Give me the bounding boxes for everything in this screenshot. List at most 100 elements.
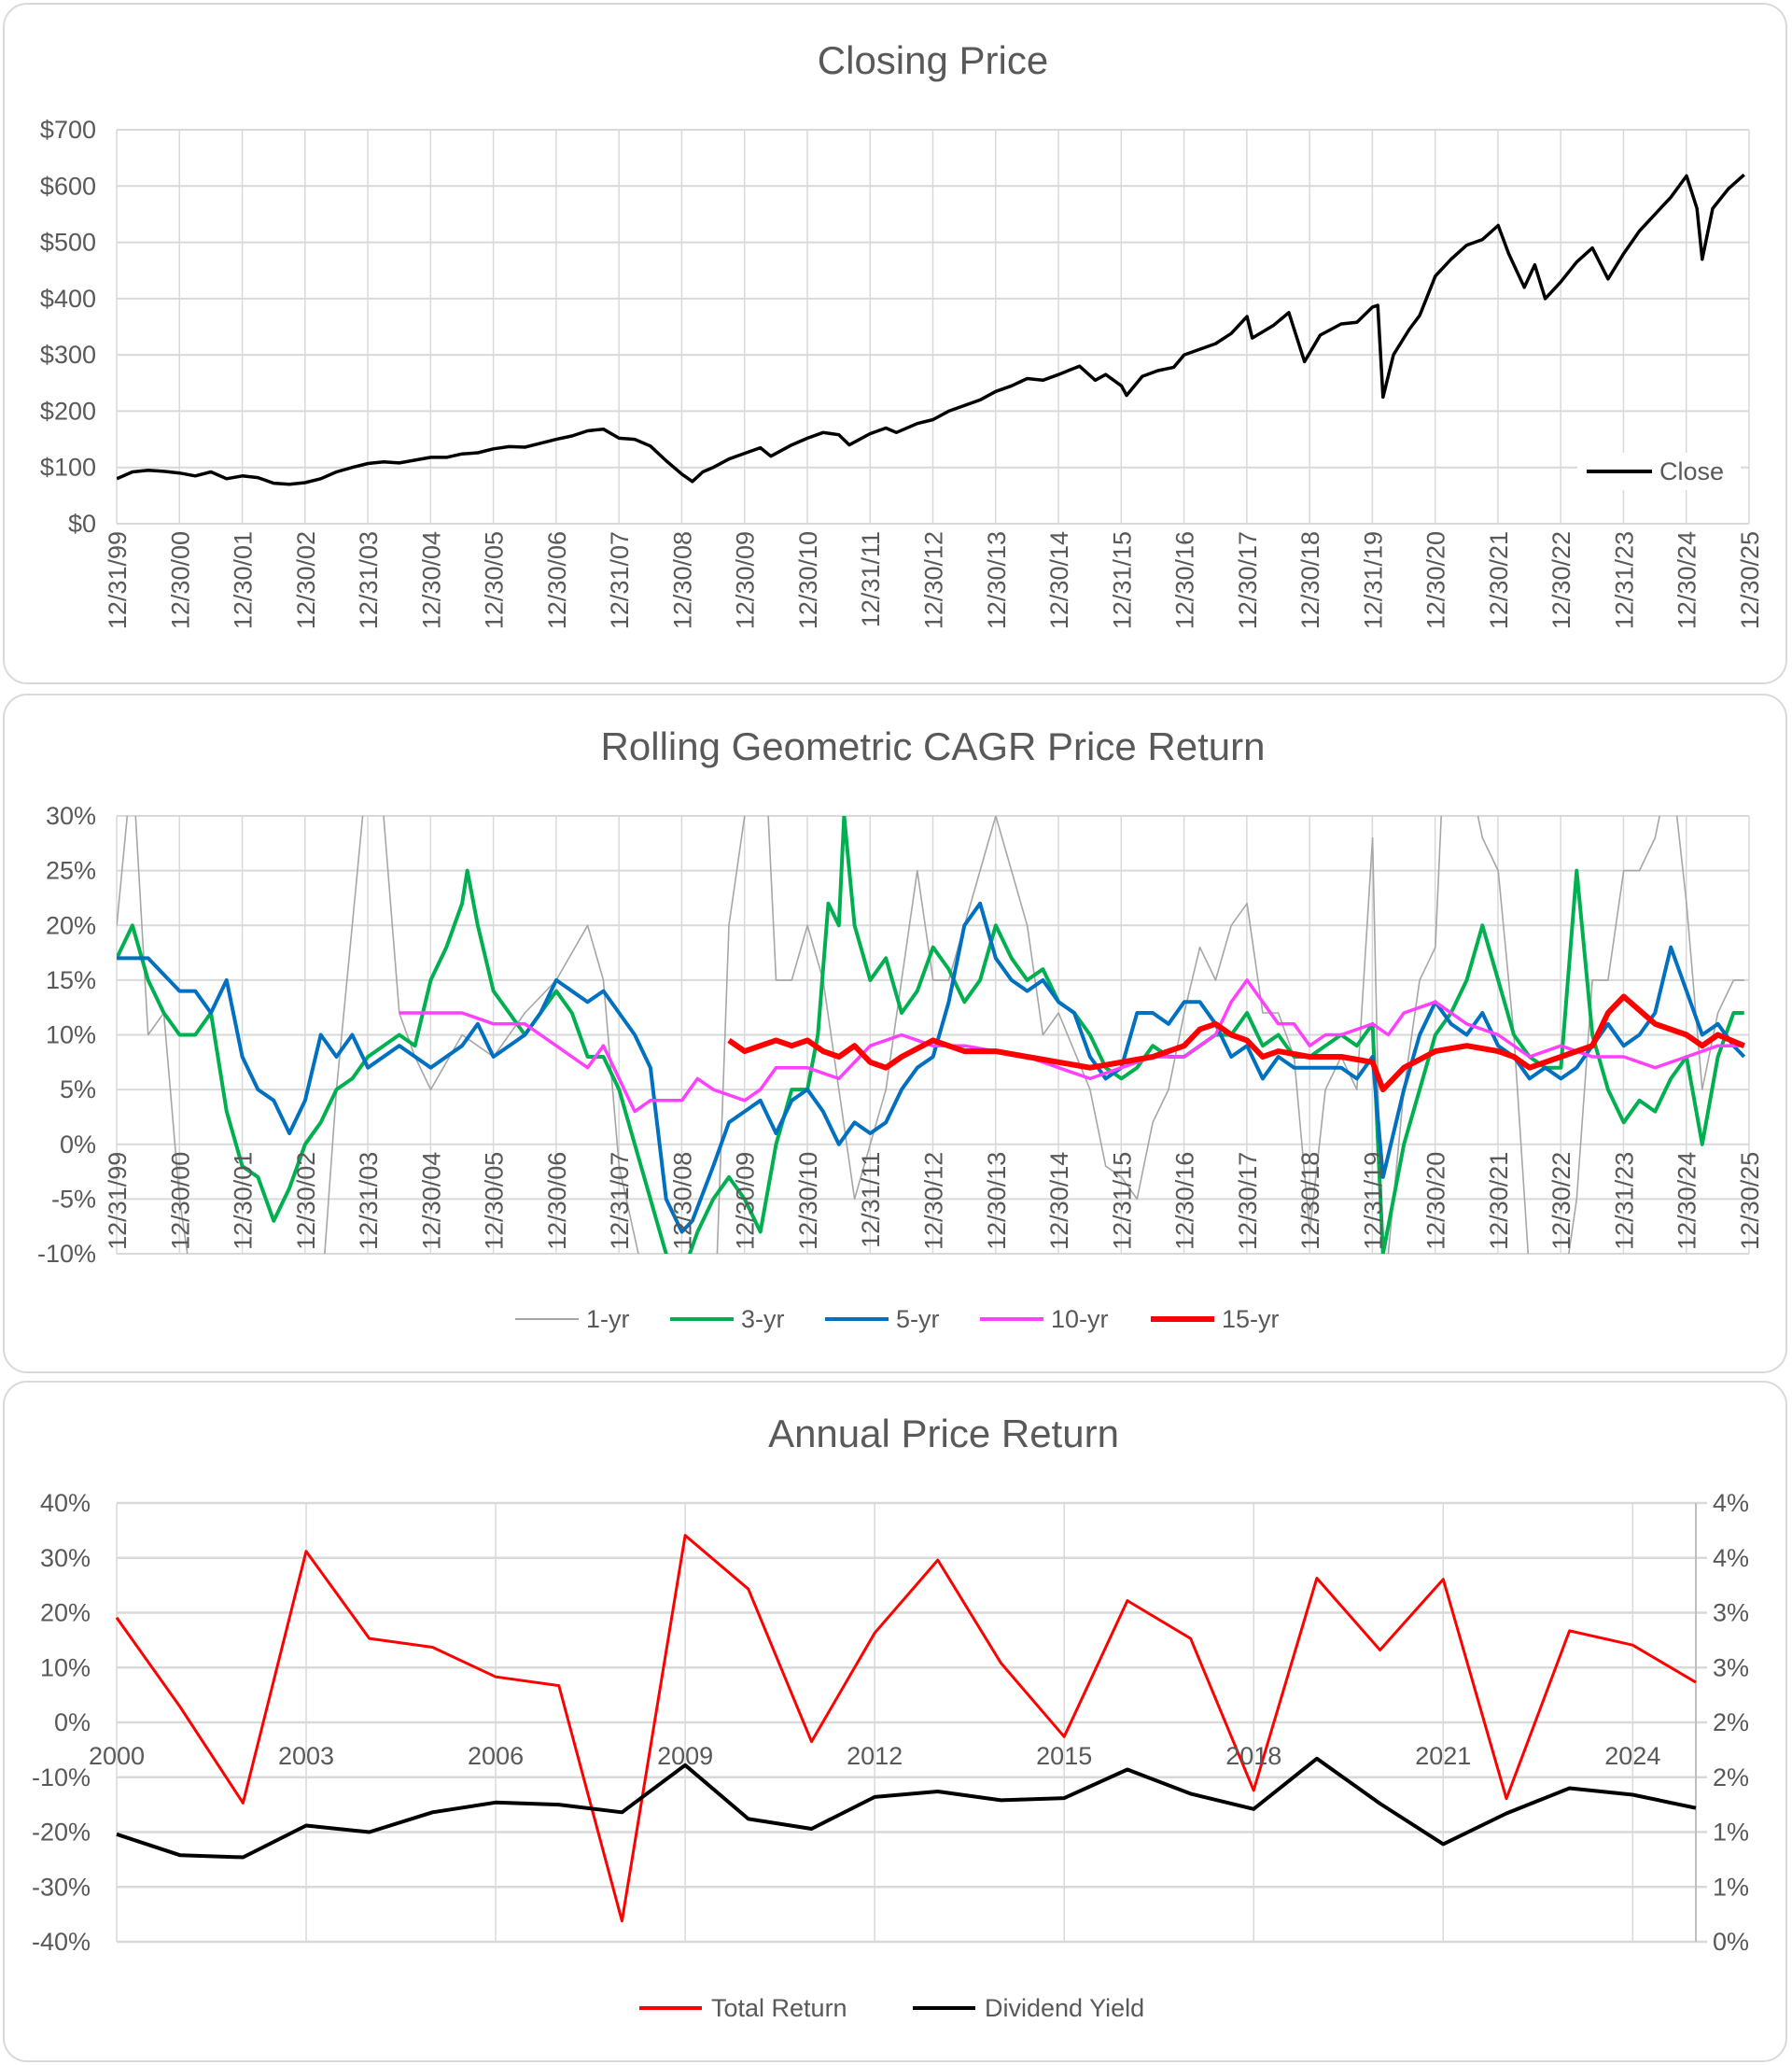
x-tick-label: 12/31/99: [104, 531, 132, 629]
x-tick-label: 2015: [1036, 1742, 1092, 1770]
y2-tick-label: 4%: [1713, 1489, 1749, 1517]
y-tick-label: -40%: [32, 1928, 91, 1956]
y-tick-label: 30%: [46, 802, 96, 830]
x-tick-label: 12/31/15: [1108, 1152, 1136, 1250]
x-tick-label: 12/30/06: [543, 531, 571, 629]
y2-tick-label: 2%: [1713, 1708, 1749, 1736]
x-tick-label: 12/30/09: [732, 1152, 760, 1250]
x-tick-label: 12/31/03: [355, 1152, 383, 1250]
x-tick-label: 12/30/17: [1234, 531, 1262, 629]
x-tick-label: 12/30/02: [292, 531, 320, 629]
y-tick-label: 10%: [46, 1021, 96, 1049]
legend-label-3-yr: 3-yr: [741, 1305, 785, 1333]
y-tick-label: 30%: [40, 1544, 91, 1572]
y2-tick-label: 1%: [1713, 1819, 1749, 1847]
x-tick-label: 12/30/14: [1045, 1152, 1073, 1250]
x-tick-label: 12/30/18: [1296, 1152, 1324, 1250]
x-tick-label: 12/31/99: [104, 1152, 132, 1250]
x-tick-label: 12/30/21: [1485, 531, 1513, 629]
y2-tick-label: 2%: [1713, 1763, 1749, 1791]
x-tick-label: 12/31/11: [857, 1152, 885, 1248]
y-tick-label: 5%: [60, 1075, 96, 1103]
x-tick-label: 12/30/00: [166, 1152, 194, 1250]
chart-title: Rolling Geometric CAGR Price Return: [601, 724, 1266, 768]
legend-label-10-yr: 10-yr: [1051, 1305, 1109, 1333]
x-tick-label: 12/30/25: [1736, 1152, 1764, 1250]
x-tick-label: 12/30/04: [417, 531, 445, 629]
y-tick-label: -5%: [51, 1185, 96, 1213]
x-tick-label: 12/30/13: [983, 1152, 1011, 1250]
y-tick-label: $600: [40, 172, 96, 200]
x-tick-label: 12/30/06: [543, 1152, 571, 1250]
y-tick-label: 15%: [46, 966, 96, 994]
x-tick-label: 12/30/22: [1547, 531, 1575, 629]
y-tick-label: 10%: [40, 1653, 91, 1681]
x-tick-label: 12/30/20: [1422, 1152, 1450, 1250]
x-tick-label: 2021: [1415, 1742, 1471, 1770]
x-tick-label: 2018: [1225, 1742, 1281, 1770]
legend-label-1-yr: 1-yr: [586, 1305, 630, 1333]
x-tick-label: 12/30/10: [794, 1152, 822, 1250]
y-tick-label: $300: [40, 341, 96, 369]
series-line-1-yr: [117, 816, 1744, 1254]
x-tick-label: 2012: [847, 1742, 903, 1770]
y-tick-label: $100: [40, 454, 96, 482]
x-tick-label: 12/31/11: [857, 531, 885, 627]
y-tick-label: -10%: [37, 1240, 96, 1268]
x-tick-label: 2006: [468, 1742, 524, 1770]
series-line-10-yr: [399, 978, 1744, 1114]
y-tick-label: 0%: [60, 1131, 96, 1159]
x-tick-label: 12/30/16: [1171, 531, 1199, 629]
x-tick-label: 12/30/24: [1673, 1152, 1701, 1250]
y-tick-label: -30%: [32, 1873, 91, 1901]
x-tick-label: 12/30/21: [1485, 1152, 1513, 1250]
x-tick-label: 2000: [89, 1742, 145, 1770]
series-line-5-yr: [117, 901, 1746, 1234]
x-tick-label: 12/30/16: [1171, 1152, 1199, 1250]
series-line-total-return: [115, 1534, 1697, 1923]
x-tick-label: 12/30/08: [668, 531, 696, 629]
y-tick-label: $0: [68, 510, 96, 538]
x-tick-label: 12/31/15: [1108, 531, 1136, 629]
y-tick-label: 0%: [54, 1708, 91, 1736]
legend-label-dividend-yield: Dividend Yield: [985, 1994, 1144, 2022]
x-tick-label: 12/30/20: [1422, 531, 1450, 629]
x-tick-label: 12/30/08: [668, 1152, 696, 1250]
x-tick-label: 12/30/22: [1547, 1152, 1575, 1250]
y2-tick-label: 3%: [1713, 1653, 1749, 1681]
chart-title: Closing Price: [818, 38, 1048, 82]
x-tick-label: 12/31/03: [355, 531, 383, 629]
x-tick-label: 12/30/18: [1296, 531, 1324, 629]
y-tick-label: 20%: [40, 1599, 91, 1627]
y-tick-label: $400: [40, 285, 96, 313]
y-tick-label: $200: [40, 397, 96, 425]
x-tick-label: 12/30/00: [166, 531, 194, 629]
x-tick-label: 12/31/07: [606, 531, 634, 629]
series-line-15-yr: [727, 993, 1745, 1093]
x-tick-label: 12/31/23: [1610, 1152, 1638, 1250]
y-tick-label: 40%: [40, 1489, 91, 1517]
x-tick-label: 12/30/25: [1736, 531, 1764, 629]
x-tick-label: 12/31/07: [606, 1152, 634, 1250]
x-tick-label: 12/30/05: [481, 1152, 509, 1250]
legend-label-15-yr: 15-yr: [1222, 1305, 1280, 1333]
x-tick-label: 12/30/01: [230, 1152, 258, 1250]
y-tick-label: 25%: [46, 857, 96, 885]
series-line-close: [117, 173, 1745, 486]
x-tick-label: 2003: [278, 1742, 334, 1770]
x-tick-label: 12/30/24: [1673, 531, 1701, 629]
x-tick-label: 12/31/23: [1610, 531, 1638, 629]
x-tick-label: 12/30/05: [481, 531, 509, 629]
y-tick-label: -20%: [32, 1819, 91, 1847]
x-tick-label: 12/30/09: [732, 531, 760, 629]
x-tick-label: 2009: [657, 1742, 713, 1770]
x-tick-label: 12/30/01: [230, 531, 258, 629]
series-line-dividend-yield: [116, 1756, 1697, 1860]
y2-tick-label: 4%: [1713, 1544, 1749, 1572]
y-tick-label: 20%: [46, 911, 96, 939]
x-tick-label: 12/30/12: [920, 1152, 948, 1250]
series-line-3-yr: [117, 816, 1744, 1254]
y-tick-label: $500: [40, 229, 96, 257]
x-tick-label: 12/30/13: [983, 531, 1011, 629]
legend-label-close: Close: [1659, 457, 1724, 485]
